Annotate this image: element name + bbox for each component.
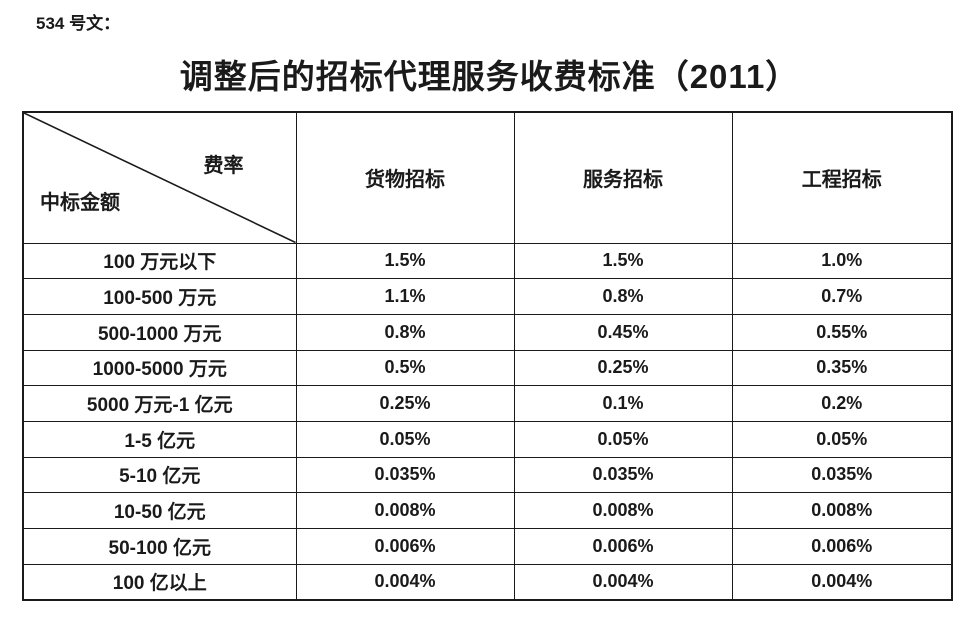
table-row: 1000-5000 万元 0.5% 0.25% 0.35% (22, 349, 953, 387)
service-rate: 1.5% (513, 242, 733, 280)
table-row: 100-500 万元 1.1% 0.8% 0.7% (22, 278, 953, 315)
engineering-rate: 1.0% (731, 242, 953, 280)
goods-rate: 0.004% (295, 563, 515, 601)
service-rate: 0.45% (513, 313, 733, 351)
row-amount: 1000-5000 万元 (22, 349, 297, 387)
table-row: 100 亿以上 0.004% 0.004% 0.004% (22, 563, 953, 601)
fee-rate-table: 费率 中标金额 货物招标 服务招标 工程招标 100 万元以下 1.5% 1.5… (22, 111, 953, 601)
engineering-rate: 0.35% (731, 349, 953, 387)
table-row: 10-50 亿元 0.008% 0.008% 0.008% (22, 492, 953, 529)
diagonal-divider-line (24, 113, 295, 242)
service-rate: 0.004% (513, 563, 733, 601)
goods-rate: 1.5% (295, 242, 515, 280)
engineering-rate: 0.004% (731, 563, 953, 601)
row-amount: 5000 万元-1 亿元 (22, 385, 297, 422)
service-rate: 0.035% (513, 456, 733, 494)
goods-rate: 1.1% (295, 278, 515, 315)
goods-rate: 0.05% (295, 420, 515, 458)
row-amount: 5-10 亿元 (22, 456, 297, 494)
column-header-goods: 货物招标 (295, 111, 515, 244)
page-title: 调整后的招标代理服务收费标准（2011） (179, 58, 800, 95)
service-rate: 0.8% (513, 278, 733, 315)
row-amount: 500-1000 万元 (22, 313, 297, 351)
table-row: 5-10 亿元 0.035% 0.035% 0.035% (22, 456, 953, 494)
goods-rate: 0.006% (295, 528, 515, 565)
column-header-engineering: 工程招标 (731, 111, 953, 244)
header-row: 费率 中标金额 货物招标 服务招标 工程招标 (22, 111, 953, 244)
doc-number: 534 号文： (36, 14, 121, 33)
corner-label-amount: 中标金额 (40, 191, 120, 214)
engineering-rate: 0.7% (731, 278, 953, 315)
table-row: 50-100 亿元 0.006% 0.006% 0.006% (22, 528, 953, 565)
engineering-rate: 0.55% (731, 313, 953, 351)
engineering-rate: 0.008% (731, 492, 953, 529)
row-amount: 1-5 亿元 (22, 420, 297, 458)
corner-label-rate: 费率 (203, 155, 244, 177)
table-row: 1-5 亿元 0.05% 0.05% 0.05% (22, 420, 953, 458)
service-rate: 0.05% (513, 420, 733, 458)
engineering-rate: 0.05% (731, 420, 953, 458)
row-amount: 50-100 亿元 (22, 528, 297, 565)
row-amount: 100 万元以下 (22, 242, 297, 280)
engineering-rate: 0.2% (731, 385, 953, 422)
column-header-service: 服务招标 (513, 111, 733, 244)
table-row: 5000 万元-1 亿元 0.25% 0.1% 0.2% (22, 385, 953, 422)
service-rate: 0.1% (513, 385, 733, 422)
service-rate: 0.25% (513, 349, 733, 387)
goods-rate: 0.25% (295, 385, 515, 422)
service-rate: 0.006% (513, 528, 733, 565)
goods-rate: 0.035% (295, 456, 515, 494)
table-row: 500-1000 万元 0.8% 0.45% 0.55% (22, 313, 953, 351)
row-amount: 100 亿以上 (22, 563, 297, 601)
row-amount: 100-500 万元 (22, 278, 297, 315)
goods-rate: 0.008% (295, 492, 515, 529)
row-amount: 10-50 亿元 (22, 492, 297, 529)
service-rate: 0.008% (513, 492, 733, 529)
table-corner-cell: 费率 中标金额 (22, 111, 297, 244)
goods-rate: 0.8% (295, 313, 515, 351)
engineering-rate: 0.006% (731, 528, 953, 565)
goods-rate: 0.5% (295, 349, 515, 387)
table-row: 100 万元以下 1.5% 1.5% 1.0% (22, 242, 953, 280)
engineering-rate: 0.035% (731, 456, 953, 494)
